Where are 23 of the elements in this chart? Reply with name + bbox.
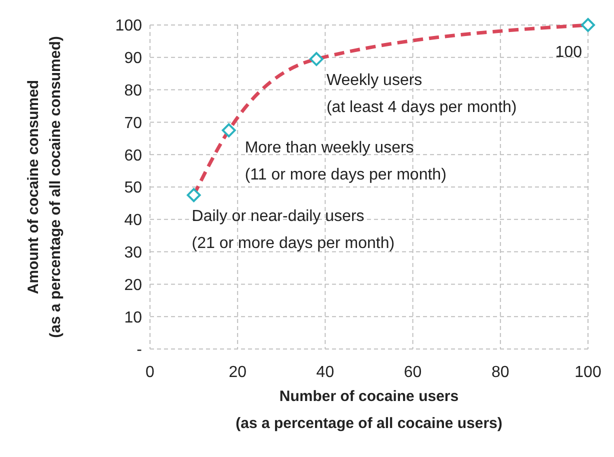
y-tick-label: 30 [124,244,142,262]
y-tick-label: 50 [124,180,142,197]
x-tick-label: 20 [228,364,247,381]
annotation: Daily or near-daily users (21 or more days per month) [192,208,395,252]
y-axis-title: Amount of cocaine consumed (as a percentage of all cocaine consumed) [25,36,64,338]
y-tick-label: 90 [124,50,142,68]
x-tick-label: 100 [574,364,602,381]
data-label: 100 [555,44,582,61]
annotation: More than weekly users (11 or more days per month) [244,139,446,184]
y-tick-label: 70 [124,114,142,132]
x-tick-label: 40 [316,364,334,381]
annotation: Weekly users (at least 4 days per month) [326,72,517,116]
y-tick-label: 80 [124,82,142,100]
y-tick-label: 40 [124,212,142,230]
y-tick-label: 20 [124,276,142,294]
x-tick-label: 80 [492,364,510,381]
x-axis-title: Number of cocaine users (as a percentage of all cocaine users) [236,388,502,432]
x-tick-label: 0 [146,364,155,381]
y-tick-label: 100 [115,18,142,35]
x-tick-label: 60 [404,364,422,381]
y-tick-label: - [136,342,142,359]
y-tick-label: 10 [124,309,142,326]
y-tick-label: 60 [124,147,142,164]
